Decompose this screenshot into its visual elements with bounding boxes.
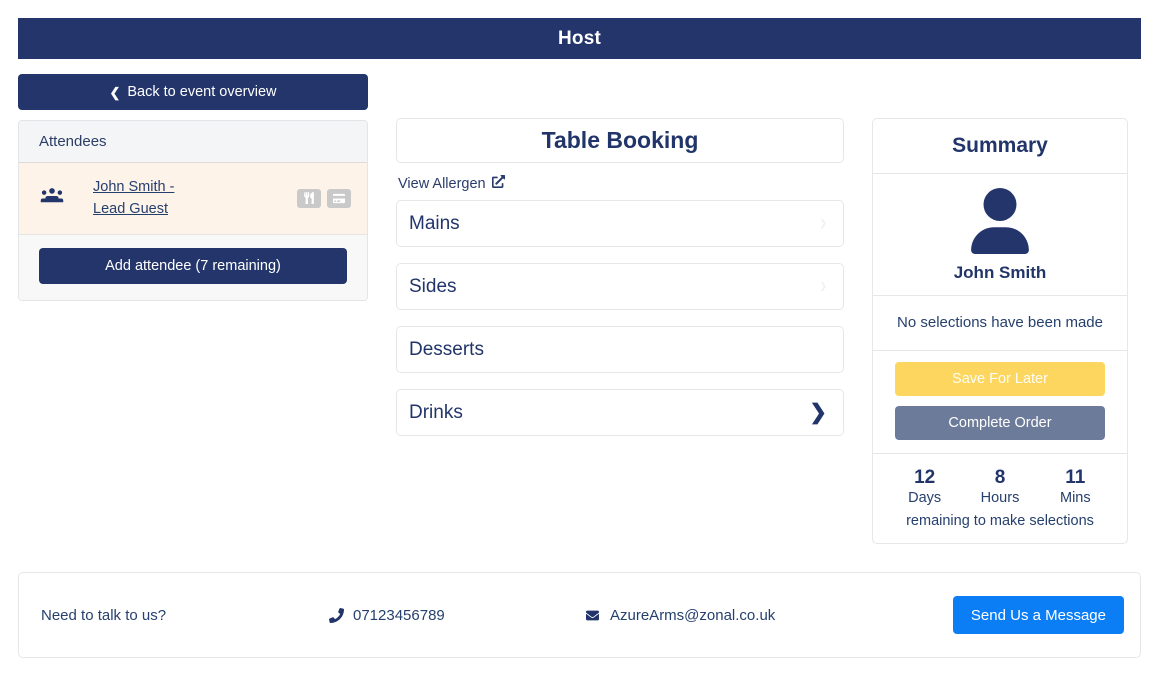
attendees-panel: Attendees John Smith - Lead Guest	[18, 120, 368, 301]
chevron-right-icon: ❯	[819, 218, 827, 228]
chevron-right-icon: ❯	[809, 401, 827, 424]
phone-number: 07123456789	[353, 606, 445, 624]
view-allergen-label: View Allergen	[398, 175, 486, 192]
countdown-hours-value: 8	[994, 466, 1006, 488]
chevron-right-icon: ❯	[819, 281, 827, 291]
chevron-left-icon: ❮	[109, 84, 121, 100]
app-header: Host	[18, 18, 1141, 59]
countdown-timer: 12 Days 8 Hours 11 Mins remaining to mak…	[873, 454, 1127, 543]
envelope-icon	[584, 609, 601, 622]
view-allergen-link[interactable]: View Allergen	[398, 175, 505, 192]
booking-title: Table Booking	[396, 118, 844, 163]
attendee-list-item[interactable]: John Smith - Lead Guest	[19, 163, 367, 235]
summary-person: John Smith	[873, 174, 1127, 296]
summary-panel: Summary John Smith No selections have be…	[872, 118, 1128, 544]
summary-title: Summary	[873, 119, 1127, 174]
attendee-name-link-line1[interactable]: John Smith -	[93, 179, 175, 195]
back-button-label: Back to event overview	[127, 84, 277, 100]
send-us-a-message-button[interactable]: Send Us a Message	[952, 596, 1124, 634]
countdown-days: 12 Days	[887, 466, 962, 506]
attendees-panel-footer: Add attendee (7 remaining)	[19, 234, 367, 300]
attendees-panel-title: Attendees	[19, 121, 367, 163]
utensils-icon-button[interactable]	[297, 188, 321, 208]
menu-category-sides[interactable]: Sides ❯	[396, 263, 844, 310]
menu-category-desserts[interactable]: Desserts	[396, 326, 844, 373]
countdown-mins: 11 Mins	[1038, 466, 1113, 506]
attendee-name: John Smith - Lead Guest	[69, 176, 297, 221]
phone-icon	[329, 607, 344, 623]
contact-email[interactable]: AzureArms@zonal.co.uk	[584, 607, 953, 624]
menu-category-drinks[interactable]: Drinks ❯	[396, 389, 844, 436]
countdown-hours: 8 Hours	[962, 466, 1037, 506]
summary-actions: Save For Later Complete Order	[873, 351, 1127, 454]
attendee-name-link-line2[interactable]: Lead Guest	[93, 201, 168, 218]
back-to-event-overview-button[interactable]: ❮ Back to event overview	[18, 74, 368, 110]
need-help-text: Need to talk to us?	[41, 606, 167, 624]
credit-card-icon-button[interactable]	[327, 188, 351, 208]
external-link-icon	[491, 175, 505, 192]
countdown-footer-text: remaining to make selections	[906, 512, 1094, 529]
users-icon	[39, 187, 69, 210]
contact-phone[interactable]: 07123456789	[329, 607, 584, 624]
countdown-mins-unit: Mins	[1060, 489, 1091, 506]
attendee-row-actions	[297, 188, 351, 208]
menu-category-label: Mains	[409, 212, 460, 234]
menu-category-mains[interactable]: Mains ❯	[396, 200, 844, 247]
contact-footer: Need to talk to us? 07123456789 AzureArm…	[18, 572, 1141, 658]
save-for-later-button[interactable]: Save For Later	[895, 361, 1105, 396]
user-avatar-icon	[967, 188, 1033, 258]
menu-category-label: Drinks	[409, 401, 463, 423]
menu-category-label: Desserts	[409, 338, 484, 360]
complete-order-button[interactable]: Complete Order	[895, 405, 1105, 440]
menu-category-label: Sides	[409, 275, 457, 297]
countdown-mins-value: 11	[1065, 466, 1086, 488]
left-column: ❮ Back to event overview Attendees John …	[18, 74, 368, 301]
email-address: AzureArms@zonal.co.uk	[610, 606, 776, 624]
booking-column: Table Booking View Allergen Mains ❯ Side…	[396, 118, 844, 452]
summary-empty-note: No selections have been made	[873, 296, 1127, 351]
countdown-hours-unit: Hours	[980, 489, 1020, 506]
summary-person-name: John Smith	[953, 263, 1047, 282]
countdown-days-unit: Days	[908, 489, 942, 506]
countdown-days-value: 12	[914, 466, 936, 488]
add-attendee-button[interactable]: Add attendee (7 remaining)	[39, 247, 347, 284]
page-title: Host	[557, 27, 602, 49]
